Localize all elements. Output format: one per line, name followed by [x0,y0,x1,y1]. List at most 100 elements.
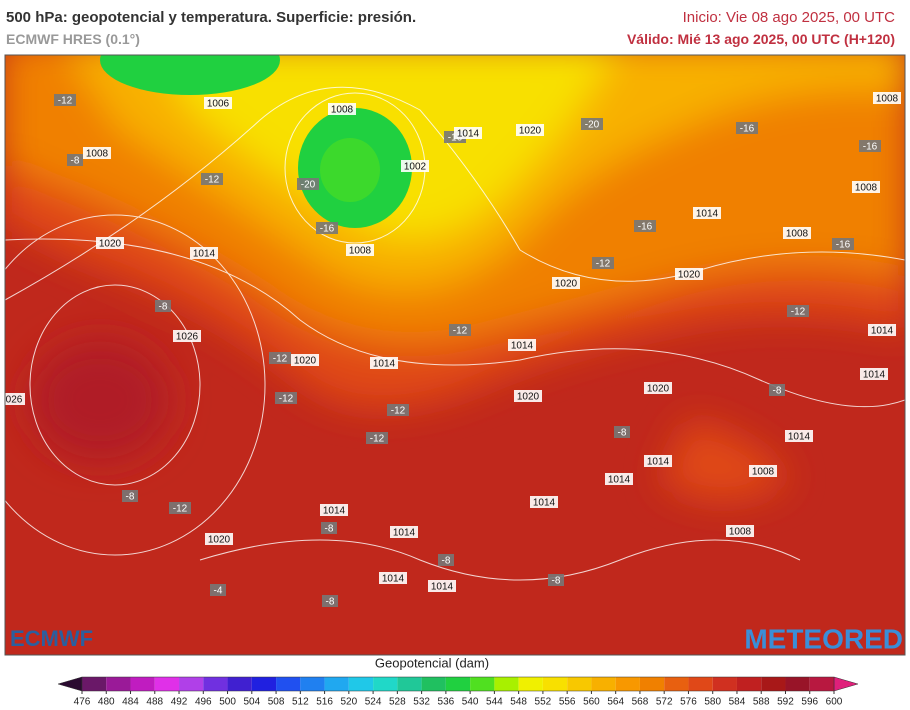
label-bg [675,268,703,280]
colorbar-low [57,676,83,692]
colorbar-segment [154,677,180,691]
colorbar-segment [494,677,519,691]
colorbar-segment [179,677,204,691]
colorbar-label: Geopotencial (dam) [375,655,489,670]
label-bg [328,103,356,115]
label-bg [785,430,813,442]
colorbar-segment [712,677,737,691]
isobar-label: 1014 [863,370,886,381]
label-bg [644,382,672,394]
isobar-label: 1014 [608,475,631,486]
temperature-label: -20 [301,180,316,191]
isobar-label: 1014 [382,574,405,585]
isobar-label: 1014 [511,341,534,352]
isobar-label: 1020 [517,392,540,403]
label-bg [852,181,880,193]
label-bg [860,368,888,380]
temperature-label: -12 [453,326,468,337]
label-bg [516,124,544,136]
temperature-label: -8 [159,302,168,313]
isobar-label: 1008 [729,527,752,538]
isobar-label: 1002 [404,162,427,173]
isobar-label: 1008 [855,183,878,194]
temperature-label: -12 [173,504,188,515]
label-bg [275,392,297,404]
colorbar: 476 480 484 488 492 496 500 504 508 512 516 520 524 5… [57,676,859,708]
label-bg [428,580,456,592]
temperature-label: -8 [71,156,80,167]
label-bg [173,330,201,342]
label-bg [508,339,536,351]
temperature-label: -4 [214,586,223,597]
colorbar-tick-label: 536 [438,697,455,708]
isobar-label: 1008 [786,229,809,240]
label-bg [614,426,630,438]
label-bg [5,393,25,405]
colorbar-segment [106,677,131,691]
label-bg [83,147,111,159]
temperature-label: -12 [205,175,220,186]
colorbar-segment [276,677,301,691]
label-bg [868,324,896,336]
temperature-label: -16 [740,124,755,135]
colorbar-frame [81,676,835,692]
label-bg [291,354,319,366]
colorbar-tick-label: 592 [777,697,794,708]
colorbar-segment [736,677,762,691]
temperature-label: -12 [791,307,806,318]
isobar-label: 1014 [533,498,556,509]
colorbar-segment [324,677,349,691]
valid-time: Válido: Mié 13 ago 2025, 00 UTC (H+120) [626,31,895,47]
label-bg [644,455,672,467]
isobar-label: 1020 [678,270,701,281]
label-bg [548,574,564,586]
label-bg [449,324,471,336]
label-bg [749,465,777,477]
colorbar-segment [227,677,252,691]
isobar-label: 1014 [457,129,480,140]
colorbar-tick-label: 560 [583,697,600,708]
colorbar-tick-label: 496 [195,697,212,708]
init-time: Inicio: Vie 08 ago 2025, 00 UTC [682,9,895,26]
title: 500 hPa: geopotencial y temperatura. Sup… [6,9,417,26]
isobar-label: 1014 [373,359,396,370]
isobar-label: 1014 [871,326,894,337]
temperature-label: -16 [863,142,878,153]
isobar-label: 1020 [99,239,122,250]
label-bg [769,384,785,396]
colorbar-segment [664,677,689,691]
colorbar-tick-label: 584 [729,697,746,708]
colorbar-tick-label: 508 [268,697,285,708]
colorbar-tick-label: 580 [704,697,721,708]
label-bg [297,178,319,190]
temperature-label: -8 [442,556,451,567]
label-bg [438,554,454,566]
colorbar-tick-label: 476 [74,697,91,708]
colorbar-segment [421,677,446,691]
colorbar-segment [615,677,640,691]
isobar-label: 1014 [431,582,454,593]
label-bg [210,584,226,596]
label-bg [387,404,409,416]
temperature-label: -8 [552,576,561,587]
label-bg [379,572,407,584]
colorbar-tick-label: 480 [98,697,115,708]
isobar-label: 1014 [323,506,346,517]
label-bg [859,140,881,152]
temperature-label: -12 [370,434,385,445]
colorbar-segment [445,677,471,691]
label-bg [370,357,398,369]
map: -12 1008 -8 1006 -12 1020 1014 1008 1002 -20 -16 10… [5,55,905,655]
colorbar-segment [688,677,713,691]
colorbar-segment [567,677,592,691]
label-bg [204,97,232,109]
colorbar-high [833,676,859,692]
isobar-label: 1008 [349,246,372,257]
colorbar-segment [785,677,810,691]
isobar-label: 1020 [519,126,542,137]
colorbar-tick-label: 524 [365,697,382,708]
label-bg [552,277,580,289]
colorbar-tick-label: 572 [656,697,673,708]
colorbar-tick-label: 596 [801,697,818,708]
